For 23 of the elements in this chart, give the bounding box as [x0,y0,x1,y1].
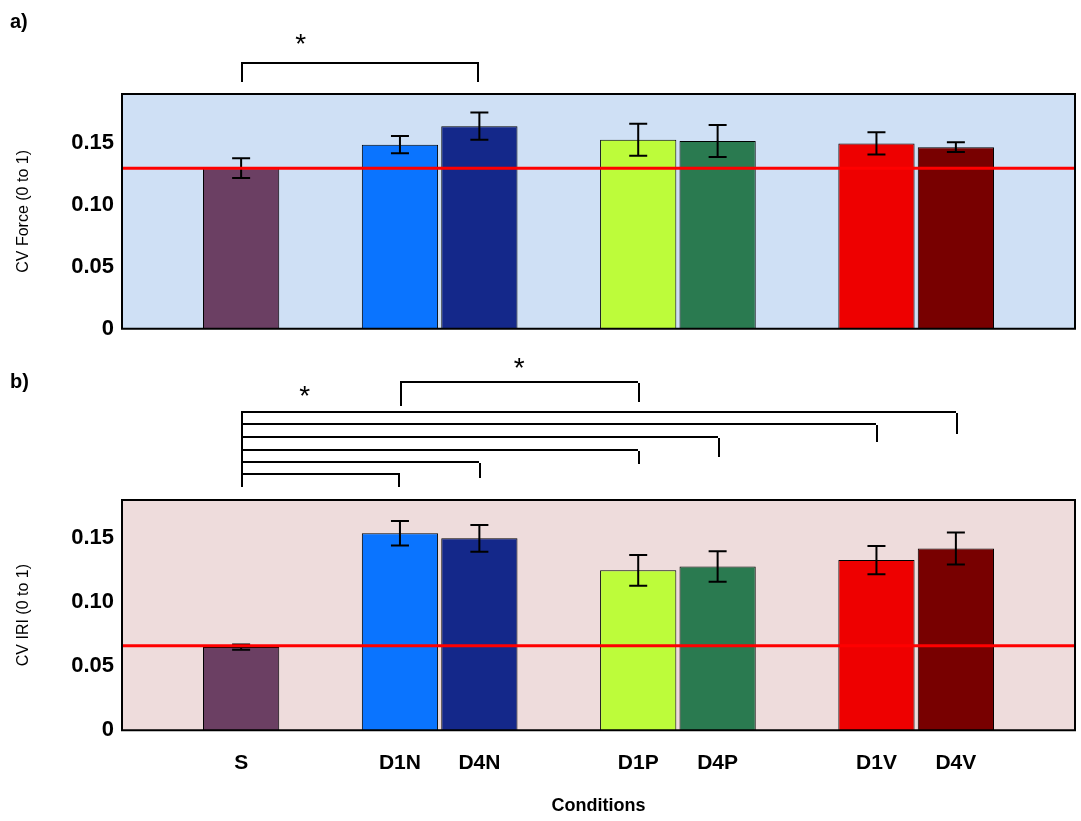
chart-title: b) [10,369,29,392]
y-tick-label: 0.15 [71,524,114,550]
x-tick-label: D4P [697,749,739,773]
x-tick-label: D1V [856,749,897,773]
y-axis-title: CV Force (0 to 1) [14,150,32,273]
x-tick-label: S [234,749,249,773]
x-tick-label: D4N [458,749,501,773]
y-tick-label: 0.15 [71,129,114,155]
y-tick-label: 0.05 [71,652,114,678]
chart-title: a) [10,9,28,32]
x-tick-label: D1N [378,749,421,773]
x-tick-label: D4V [935,749,977,773]
y-tick-label: 0.05 [71,253,114,279]
text: * [513,352,525,384]
x-tick-label: D1P [617,749,659,773]
text: * [295,28,307,60]
y-axis-title: CV IRI (0 to 1) [14,563,32,667]
x-axis-title: Conditions [551,795,646,816]
text: * [299,380,311,412]
y-tick-label: 0.10 [71,191,114,217]
y-tick-label: 0 [101,314,114,340]
y-tick-label: 0.10 [71,588,114,614]
y-tick-label: 0 [101,716,114,742]
